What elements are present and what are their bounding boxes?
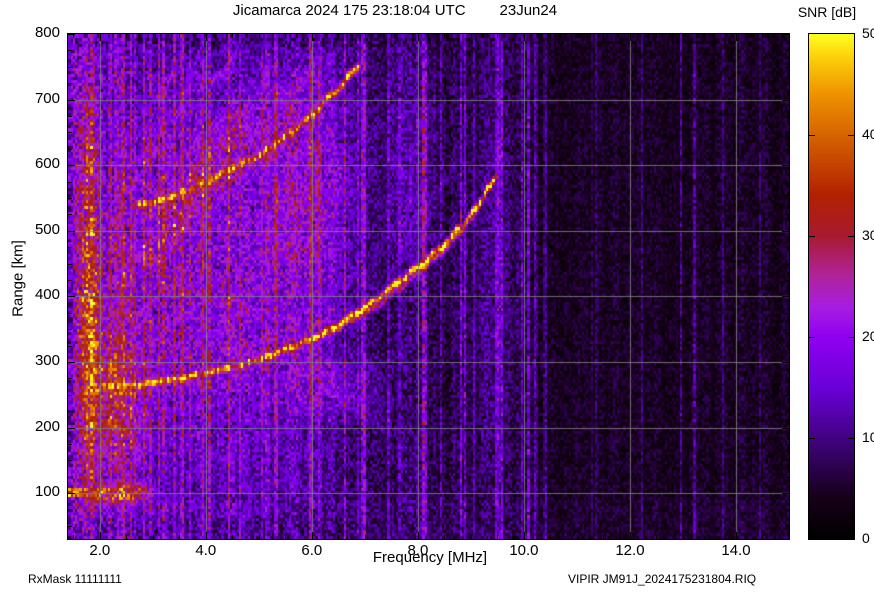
y-tick-label: 300 (34, 351, 60, 369)
file-info-label: VIPIR JM91J_2024175231804.RIQ (568, 572, 757, 586)
colorbar-tick-label: 0 (862, 530, 870, 546)
x-axis-title: Frequency [MHz] (372, 549, 488, 566)
colorbar[interactable] (808, 33, 855, 540)
colorbar-title: SNR [dB] (797, 4, 857, 20)
x-tick-label: 4.0 (195, 542, 217, 559)
ionogram-heatmap-canvas[interactable] (68, 34, 789, 539)
colorbar-tick-label: 40 (862, 126, 874, 142)
x-tick-label: 14.0 (721, 542, 751, 559)
x-tick-label: 12.0 (615, 542, 645, 559)
x-tick-label: 2.0 (89, 542, 111, 559)
y-tick-label: 600 (34, 155, 60, 173)
colorbar-tick-label: 20 (862, 328, 874, 344)
y-tick-label: 800 (34, 24, 60, 41)
colorbar-tick-label: 50 (862, 25, 874, 41)
colorbar-tick-label: 10 (862, 429, 874, 445)
y-tick-label: 200 (34, 417, 60, 435)
page-title: Jicamarca 2024 175 23:18:04 UTC 23Jun24 (0, 2, 790, 19)
ionogram-plot-area[interactable] (67, 33, 790, 540)
colorbar-gradient (809, 34, 854, 539)
station-title: Jicamarca 2024 175 23:18:04 UTC (232, 2, 466, 19)
y-tick-label: 100 (34, 483, 60, 501)
rxmask-label: RxMask 11111111 (28, 572, 122, 586)
y-axis-title: Range [km] (9, 240, 27, 317)
y-tick-label: 700 (34, 89, 60, 107)
colorbar-tick-label: 30 (862, 227, 874, 243)
date-label: 23Jun24 (499, 2, 558, 19)
